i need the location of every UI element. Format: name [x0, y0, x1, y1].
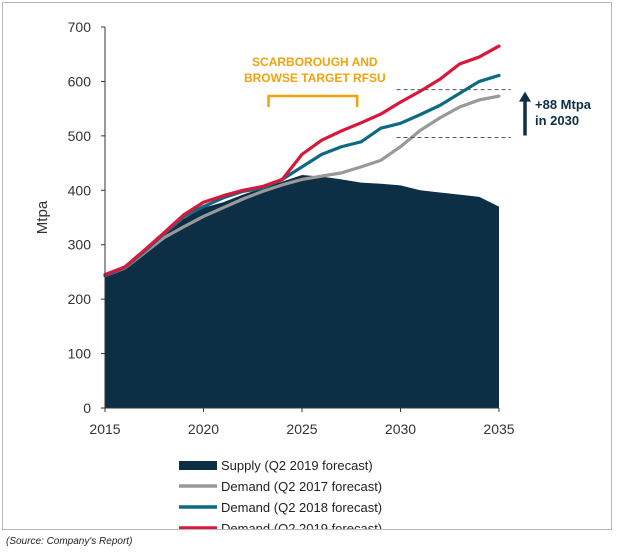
- demand-line-3: [103, 44, 501, 277]
- legend-label: Demand (Q2 2018 forecast): [221, 500, 382, 515]
- gap-label-line: +88 Mtpa: [535, 97, 592, 112]
- y-tick-label: 600: [68, 73, 92, 89]
- x-tick-label: 2020: [188, 421, 219, 437]
- legend-swatch-supply: [179, 461, 217, 470]
- demand-line-1: [103, 94, 501, 278]
- y-axis-label: Mtpa: [34, 200, 51, 234]
- y-tick-label: 400: [68, 182, 92, 198]
- source-note: (Source: Company's Report): [6, 536, 133, 547]
- y-tick-label: 700: [68, 19, 92, 35]
- legend-label: Supply (Q2 2019 forecast): [221, 458, 373, 473]
- y-tick-label: 100: [68, 346, 92, 362]
- rfsu-label-line: SCARBOROUGH AND: [252, 55, 378, 69]
- gap-label-line: in 2030: [535, 113, 579, 128]
- lng-supply-demand-chart: 0 100 200 300 400 500 600 700 2015 2020 2025 2030 20…: [34, 19, 592, 529]
- y-tick-label: 0: [83, 400, 91, 416]
- legend-label: Demand (Q2 2017 forecast): [221, 479, 382, 494]
- x-tick-label: 2030: [385, 421, 416, 437]
- y-tick-label: 200: [68, 291, 92, 307]
- chart-frame: 0 100 200 300 400 500 600 700 2015 2020 2025 2030 20…: [2, 2, 612, 530]
- y-tick-label: 500: [68, 128, 92, 144]
- legend-label: Demand (Q2 2019 forecast): [221, 521, 382, 529]
- gap-arrow-head: [519, 91, 531, 102]
- rfsu-label-line: BROWSE TARGET RFSU: [244, 71, 386, 85]
- x-tick-label: 2015: [89, 421, 120, 437]
- rfsu-bracket: [267, 94, 359, 107]
- y-tick-label: 300: [68, 237, 92, 253]
- x-tick-label: 2025: [286, 421, 317, 437]
- x-tick-label: 2035: [483, 421, 514, 437]
- supply-area: [105, 175, 499, 408]
